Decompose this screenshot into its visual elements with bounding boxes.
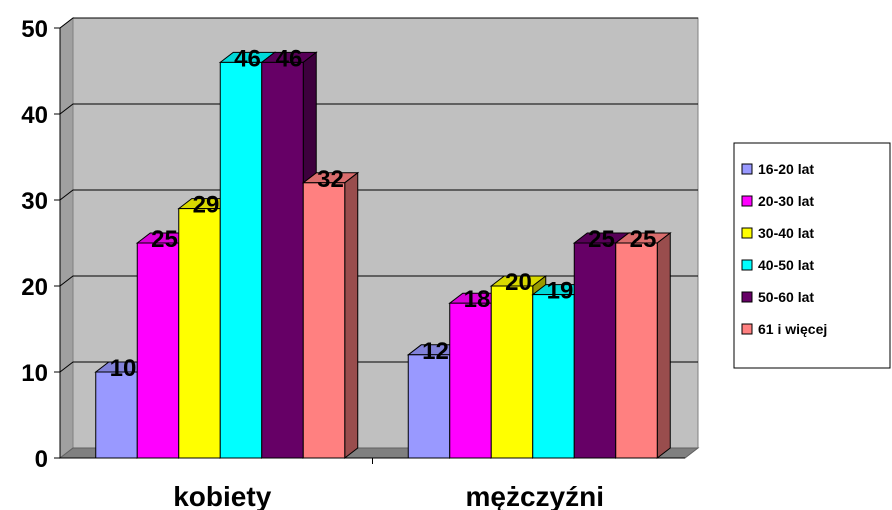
bar-front <box>219 61 263 459</box>
data-label: 32 <box>317 166 344 193</box>
legend-label: 61 i więcej <box>758 321 827 337</box>
bar <box>614 231 672 460</box>
data-label: 19 <box>547 278 574 305</box>
bar-front <box>490 285 534 459</box>
legend-label: 20-30 lat <box>758 193 814 209</box>
data-label: 46 <box>234 45 261 72</box>
bar-side <box>344 171 359 460</box>
x-category-label: mężczyźni <box>466 481 605 510</box>
legend-swatch <box>741 259 753 271</box>
y-tick-label: 10 <box>21 360 48 387</box>
bar-front <box>615 242 658 459</box>
bar-front <box>449 302 492 459</box>
bar-front <box>407 354 451 459</box>
data-label: 46 <box>276 45 303 72</box>
data-labels: 10 25 29 46 46 32 12 18 20 19 25 25 <box>110 45 657 382</box>
data-label: 25 <box>588 226 615 253</box>
bar-front <box>302 182 346 459</box>
legend-label: 40-50 lat <box>758 257 814 273</box>
side-wall <box>59 16 74 460</box>
bar-front <box>95 371 138 459</box>
legend-box <box>733 142 891 369</box>
y-tick-label: 20 <box>21 274 48 301</box>
bar-front <box>532 294 575 459</box>
legend-swatch <box>741 291 753 303</box>
bar-front <box>136 242 180 459</box>
legend-label: 50-60 lat <box>758 289 814 305</box>
data-label: 25 <box>630 226 657 253</box>
legend-swatch <box>741 163 753 175</box>
gridline <box>59 189 698 201</box>
y-tick-label: 0 <box>35 446 48 473</box>
bar-front <box>573 242 617 459</box>
gridline <box>59 275 698 287</box>
x-axis: kobiety mężczyźni <box>60 457 685 510</box>
y-tick-label: 30 <box>21 188 48 215</box>
bar <box>260 51 318 460</box>
y-tick-label: 40 <box>21 102 48 129</box>
data-label: 25 <box>151 226 178 253</box>
x-category-label: kobiety <box>173 481 271 510</box>
bar <box>301 171 360 460</box>
y-axis: 0 10 20 30 40 50 <box>21 16 61 473</box>
data-label: 10 <box>110 355 137 382</box>
legend-swatch <box>741 195 753 207</box>
gridline <box>59 103 698 115</box>
y-tick-label: 50 <box>21 16 48 43</box>
legend: 16-20 lat 20-30 lat 30-40 lat 40-50 lat 50-6… <box>733 142 891 369</box>
legend-label: 30-40 lat <box>758 225 814 241</box>
data-label: 29 <box>193 192 220 219</box>
data-label: 20 <box>505 269 532 296</box>
legend-label: 16-20 lat <box>758 161 814 177</box>
legend-swatch <box>741 323 753 335</box>
data-label: 18 <box>464 286 491 313</box>
data-label: 12 <box>422 338 449 365</box>
gridline <box>59 17 698 29</box>
bars <box>94 51 672 460</box>
bar-side <box>656 231 671 460</box>
bar-front <box>261 61 304 459</box>
legend-swatch <box>741 227 753 239</box>
bar-front <box>178 208 221 459</box>
